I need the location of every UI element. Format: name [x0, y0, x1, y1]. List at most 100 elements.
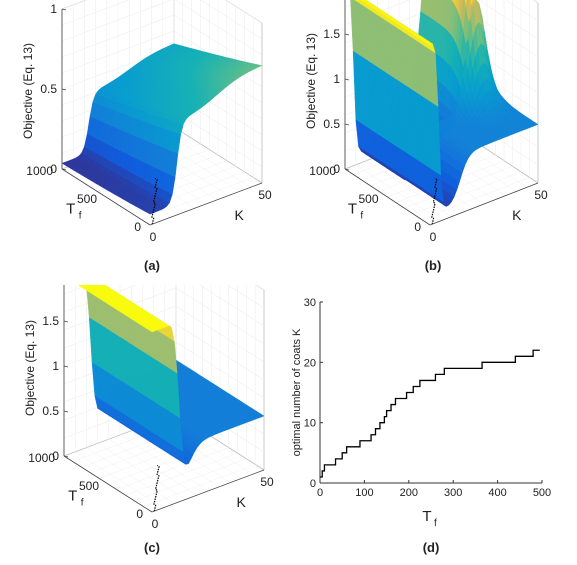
- k-tick-label: 50: [534, 188, 548, 202]
- k-tick-label: 50: [260, 475, 274, 489]
- y-axis-label: optimal number of coats K: [291, 328, 303, 456]
- wall-gridline: [344, 0, 539, 22]
- y-tick-label: 20: [304, 357, 316, 369]
- z-axis-label: Objective (Eq. 13): [23, 320, 37, 416]
- surface-patch: [422, 0, 427, 15]
- wall-gridline: [61, 0, 263, 40]
- k-axis-label: K: [235, 207, 245, 223]
- x-tick-label: 0: [317, 487, 323, 499]
- tf-tick-label: 1000: [26, 164, 53, 178]
- z-tick-label: 1: [52, 359, 59, 373]
- floor-gridline: [131, 430, 220, 488]
- z-tick-label: 1: [50, 2, 57, 16]
- tf-axis-line: [344, 168, 431, 226]
- optimal-k-curve: [153, 465, 160, 512]
- tf-tick-label: 500: [77, 192, 97, 206]
- x-tick-label: 100: [355, 487, 373, 499]
- k-tick-label: 0: [430, 230, 437, 244]
- x-tick-label: 400: [488, 487, 506, 499]
- z-tick-mark: [63, 455, 69, 458]
- z-tick-mark: [63, 365, 69, 368]
- wall-gridline: [61, 14, 263, 72]
- tf-axis-line: [63, 455, 153, 513]
- surface-patch: [456, 0, 461, 14]
- surface-plot-b: 00.511.5210005000050Objective (Eq. 13)Tf…: [304, 0, 548, 273]
- z-tick-label: 1.5: [323, 27, 340, 41]
- z-tick-mark: [344, 78, 350, 81]
- surface-plot-c: 00.511.5210005000050Objective (Eq. 13)Tf…: [23, 285, 274, 555]
- tf-axis-line: [61, 168, 151, 226]
- z-tick-mark: [61, 88, 67, 91]
- x-axis-label: T: [422, 508, 431, 525]
- k-axis-line: [149, 182, 263, 226]
- surface-patch: [532, 122, 539, 126]
- surface: [77, 285, 265, 465]
- k-tick-label: 50: [258, 188, 272, 202]
- z-tick-mark: [63, 320, 69, 323]
- surface: [350, 0, 539, 207]
- surface: [61, 43, 263, 215]
- panel-label: (c): [144, 540, 160, 555]
- z-tick-label: 0.5: [323, 117, 340, 131]
- surface-patch: [453, 0, 458, 9]
- k-axis-label: K: [512, 207, 522, 223]
- wall-gridline: [63, 285, 265, 309]
- z-tick-mark: [61, 8, 67, 11]
- tf-axis-label-sub: f: [79, 211, 82, 222]
- panel-label: (a): [144, 258, 160, 273]
- optimal-k-curve: [151, 178, 158, 225]
- z-axis-label: Objective (Eq. 13): [21, 43, 35, 139]
- tf-axis-label-sub: f: [360, 211, 363, 222]
- floor-gridline: [119, 434, 209, 492]
- panel-label: (d): [423, 540, 440, 555]
- z-tick-label: 1: [333, 72, 340, 86]
- z-axis-label: Objective (Eq. 13): [304, 33, 318, 129]
- top-back-edge: [61, 0, 263, 24]
- z-tick-mark: [61, 168, 67, 171]
- z-tick-mark: [344, 168, 350, 171]
- z-tick-label: 0.5: [40, 82, 57, 96]
- k-axis-label: K: [237, 494, 247, 510]
- z-tick-label: 0: [52, 449, 59, 463]
- x-tick-label: 200: [400, 487, 418, 499]
- surface-patch: [258, 414, 265, 418]
- surface-patch: [425, 0, 430, 17]
- surface-patch: [427, 0, 432, 18]
- tf-tick-label: 500: [79, 479, 99, 493]
- optimal-k-curve: [431, 178, 438, 225]
- y-tick-label: 30: [304, 297, 316, 309]
- tf-axis-label-sub: f: [81, 498, 84, 509]
- tf-axis-label: T: [68, 488, 77, 505]
- x-tick-label: 300: [444, 487, 462, 499]
- tf-tick-label: 1000: [309, 164, 336, 178]
- z-tick-label: 0: [333, 162, 340, 176]
- x-tick-label: 500: [533, 487, 551, 499]
- k-tick-label: 0: [152, 517, 159, 531]
- tf-tick-label: 500: [358, 192, 378, 206]
- surface-patch: [429, 0, 435, 20]
- y-tick-label: 10: [304, 418, 316, 430]
- z-tick-label: 0: [50, 162, 57, 176]
- k-axis-line: [151, 469, 265, 513]
- tf-axis-label: T: [348, 201, 357, 218]
- y-tick-label: 0: [310, 478, 316, 490]
- wall-gridline: [61, 0, 263, 56]
- tf-tick-label: 0: [134, 220, 141, 234]
- x-axis-label-sub: f: [434, 518, 437, 529]
- z-tick-mark: [63, 410, 69, 413]
- tf-axis-label: T: [66, 201, 75, 218]
- z-tick-label: 0.5: [42, 404, 59, 418]
- tf-tick-label: 1000: [28, 451, 55, 465]
- z-tick-mark: [344, 123, 350, 126]
- step-chart-d: 0 100 200 300 400 500 0 10 20 30 optimal number of…: [291, 297, 551, 555]
- k-tick-label: 0: [150, 230, 157, 244]
- z-tick-mark: [344, 33, 350, 36]
- surface-patch: [451, 0, 455, 4]
- surface-patch: [432, 0, 437, 21]
- tf-tick-label: 0: [136, 507, 143, 521]
- panel-label: (b): [425, 258, 442, 273]
- step-series-line: [320, 349, 540, 478]
- surface-patch: [464, 0, 468, 7]
- tf-tick-label: 0: [414, 220, 421, 234]
